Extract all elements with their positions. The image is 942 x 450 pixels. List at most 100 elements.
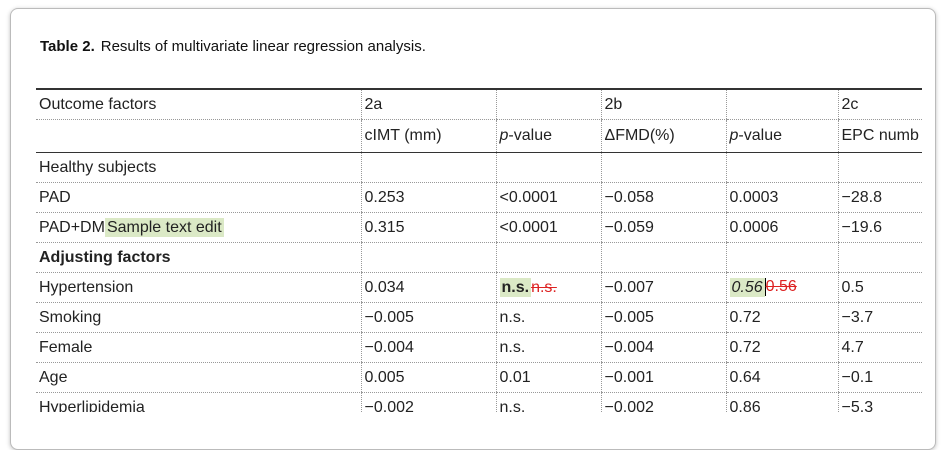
table-cell	[495, 242, 601, 273]
cell-text: −0.004	[364, 338, 414, 356]
table-cell: ΔFMD(%)	[600, 119, 726, 153]
table-cell	[495, 88, 601, 120]
table-cell: 0.315	[360, 212, 496, 243]
table-row: Hyperlipidemia −0.002 n.s. −0.002 0.86 −5.3	[36, 392, 922, 413]
cell-text: n.s.	[499, 338, 526, 356]
caption-label: Table 2.	[40, 38, 95, 55]
table-cell: −0.059	[600, 212, 726, 243]
cell-text: PAD+DM	[39, 218, 105, 236]
cell-text: n.s.	[499, 398, 526, 413]
cell-text: ΔFMD(%)	[604, 127, 675, 144]
table-row: Smoking −0.005 n.s. −0.005 0.72 −3.7	[36, 302, 922, 333]
table-cell: −0.058	[600, 182, 726, 213]
table-cell: PAD+DM Sample text edit	[36, 212, 361, 243]
table-cell	[360, 242, 496, 273]
table-row: Adjusting factors	[36, 242, 922, 273]
table-cell: 0.72	[725, 332, 838, 363]
table-cell: 0.253	[360, 182, 496, 213]
table-cell: p-value	[495, 119, 601, 153]
table-cell: −0.002	[360, 392, 496, 413]
inserted-text: Sample text edit	[104, 217, 224, 237]
table-cell: 4.7	[837, 332, 922, 363]
cell-text: −0.1	[841, 368, 874, 386]
cell-text: Healthy subjects	[39, 158, 157, 176]
cell-text: 0.315	[364, 218, 405, 236]
cell-text: -value	[738, 127, 782, 144]
table-row: Healthy subjects	[36, 152, 922, 183]
table-cell	[837, 152, 922, 183]
cell-text: 0.0003	[729, 188, 779, 206]
table-cell: 0.01	[495, 362, 601, 393]
cell-text: −3.7	[841, 308, 874, 326]
cell-text: Outcome factors	[39, 95, 157, 113]
table-cell: 0.034	[360, 272, 496, 303]
caption-text: Results of multivariate linear regressio…	[100, 38, 426, 55]
table-cell	[600, 242, 726, 273]
table-row: Age 0.005 0.01 −0.001 0.64 −0.1	[36, 362, 922, 393]
deleted-text: n.s.	[531, 278, 557, 296]
cell-text: −0.058	[604, 188, 654, 206]
caption: Table 2. Results of multivariate linear r…	[40, 38, 426, 55]
table-cell: −28.8	[837, 182, 922, 213]
table-row: cIMT (mm) p-value ΔFMD(%) p-value EPC numb	[36, 119, 922, 153]
table-cell: 0.0003	[725, 182, 838, 213]
cell-text: EPC numb	[841, 127, 919, 144]
table-cell: 0.5	[837, 272, 922, 303]
cell-text: 0.5	[841, 278, 864, 296]
cell-text: -value	[508, 127, 552, 144]
table-cell: −0.004	[360, 332, 496, 363]
cell-text: <0.0001	[499, 218, 558, 236]
table-viewport: Outcome factors 2a 2b 2c cIMT (mm) p-value ΔFM…	[36, 88, 922, 412]
table-cell: Hypertension	[36, 272, 361, 303]
table-cell: −0.005	[600, 302, 726, 333]
table-cell: −0.007	[600, 272, 726, 303]
cell-text: cIMT (mm)	[364, 127, 442, 144]
table-cell: Age	[36, 362, 361, 393]
table-cell: −5.3	[837, 392, 922, 412]
table-row: Female −0.004 n.s. −0.004 0.72 4.7	[36, 332, 922, 363]
table-cell: 0.56 0.56	[725, 272, 838, 303]
table-row: Hypertension 0.034 n.s. n.s. −0.007 0.56 0.56 0…	[36, 272, 922, 303]
cell-text: 2b	[604, 95, 623, 113]
cell-text: 0.64	[729, 368, 761, 386]
cell-text: 0.01	[499, 368, 531, 386]
table-cell: −3.7	[837, 302, 922, 333]
cell-text: PAD	[39, 188, 71, 206]
cell-text: 0.034	[364, 278, 405, 296]
page: Table 2. Results of multivariate linear r…	[10, 8, 936, 450]
cell-text: Hypertension	[39, 278, 134, 296]
deleted-text: 0.56	[765, 278, 797, 296]
table-cell: −0.002	[600, 392, 726, 412]
cell-text: Female	[39, 338, 93, 356]
cell-text: −0.004	[604, 338, 654, 356]
text-caret	[764, 278, 766, 297]
cell-text: −0.002	[364, 398, 414, 413]
cell-text: −0.005	[364, 308, 414, 326]
inserted-text: n.s.	[499, 277, 532, 297]
cell-text: −19.6	[841, 218, 882, 236]
table: Outcome factors 2a 2b 2c cIMT (mm) p-value ΔFM…	[36, 88, 922, 412]
table-cell: −19.6	[837, 212, 922, 243]
table-cell: PAD	[36, 182, 361, 213]
table-row: Outcome factors 2a 2b 2c	[36, 88, 922, 120]
table-cell: 0.005	[360, 362, 496, 393]
table-cell	[837, 242, 922, 273]
table-cell: n.s. n.s.	[495, 272, 601, 303]
table-cell: <0.0001	[495, 212, 601, 243]
table-cell: Outcome factors	[36, 88, 361, 120]
table-cell: cIMT (mm)	[360, 119, 496, 153]
cell-text: 0.005	[364, 368, 405, 386]
table-row: PAD 0.253 <0.0001 −0.058 0.0003 −28.8	[36, 182, 922, 213]
cell-text: 4.7	[841, 338, 864, 356]
table-cell: −0.005	[360, 302, 496, 333]
table-cell: n.s.	[495, 392, 601, 413]
table-cell	[725, 88, 838, 120]
table-cell	[725, 242, 838, 273]
cell-text: 0.0006	[729, 218, 779, 236]
cell-text: Smoking	[39, 308, 102, 326]
cell-text: −0.005	[604, 308, 654, 326]
table-cell	[495, 152, 601, 183]
table-cell: n.s.	[495, 332, 601, 363]
cell-text: Age	[39, 368, 68, 386]
table-cell: Healthy subjects	[36, 152, 361, 183]
